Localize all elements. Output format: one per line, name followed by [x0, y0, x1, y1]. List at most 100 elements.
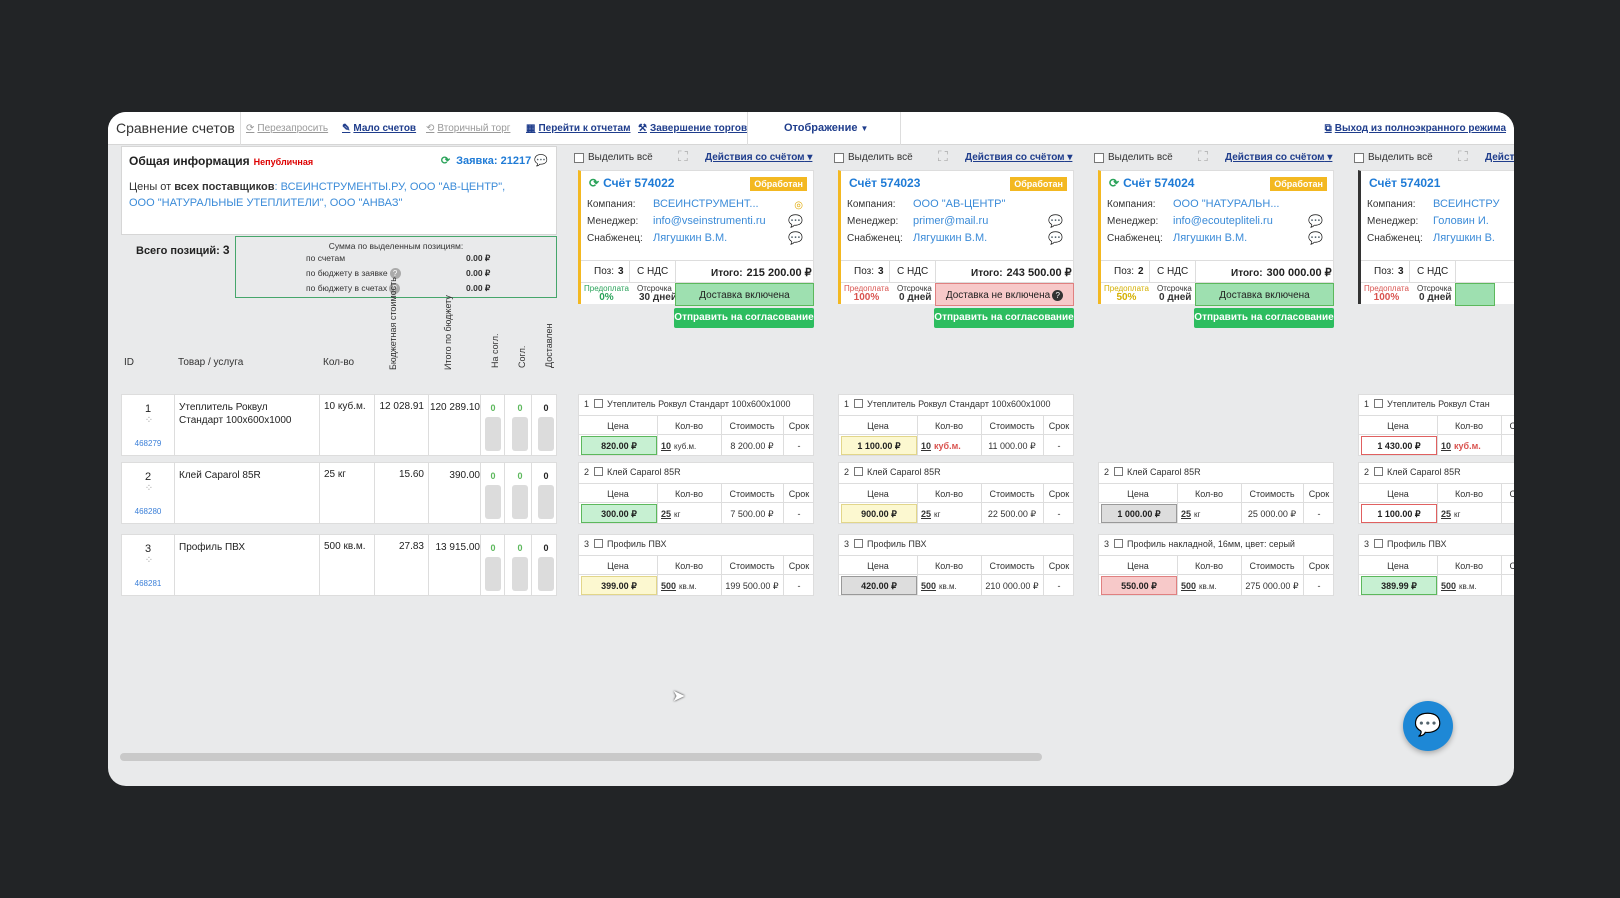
col-header-qty[interactable]: Кол-во	[323, 357, 355, 368]
position-number-link[interactable]: 468280	[134, 507, 162, 516]
offer-item-checkbox[interactable]	[1114, 467, 1124, 476]
send-for-approval-button[interactable]: Отправить на согласование	[934, 308, 1074, 328]
offer-price[interactable]: 300.00 ₽	[581, 504, 657, 523]
refresh-icon[interactable]: ⟳	[440, 155, 451, 167]
offer-price[interactable]: 1 100.00 ₽	[1361, 504, 1437, 523]
invoice-actions-dropdown[interactable]: Действия со счётом ▾	[1225, 152, 1332, 163]
select-all-label[interactable]: Выделить всё	[588, 152, 653, 163]
offer-qty[interactable]: 10 куб.м.	[1441, 441, 1481, 451]
comment-icon[interactable]: 💬	[788, 214, 803, 228]
comment-icon[interactable]: 💬	[1048, 214, 1063, 228]
company-value[interactable]: ООО "НАТУРАЛЬН...	[1173, 198, 1280, 210]
company-value[interactable]: ВСЕИНСТРУМЕНТ...	[653, 198, 759, 210]
invoice-actions-label[interactable]: Действия со счётом	[1225, 152, 1325, 163]
col-header-approved[interactable]: Согл.	[517, 345, 527, 368]
offer-price[interactable]: 550.00 ₽	[1101, 576, 1177, 595]
offer-item-checkbox[interactable]	[594, 399, 604, 408]
manager-value[interactable]: Головин И.	[1433, 215, 1489, 227]
supplier-value[interactable]: Лягушкин В.М.	[913, 232, 988, 244]
position-number-link[interactable]: 468281	[134, 579, 162, 588]
col-header-total-budget[interactable]: Итого по бюджету	[443, 295, 453, 370]
offer-qty-value[interactable]: 25	[921, 509, 932, 519]
invoice-actions-dropdown[interactable]: Действия со счётом ▾	[1485, 152, 1514, 163]
invoice-number[interactable]: ⟳ Счёт 574022	[589, 176, 674, 190]
offer-item-checkbox[interactable]	[1374, 539, 1384, 548]
offer-price[interactable]: 420.00 ₽	[841, 576, 917, 595]
invoice-actions-label[interactable]: Действия со счётом	[1485, 152, 1514, 163]
invoice-number-text[interactable]: Счёт 574022	[603, 176, 675, 190]
company-value[interactable]: ООО "АВ-ЦЕНТР"	[913, 198, 1006, 210]
help-icon[interactable]: ?	[389, 283, 401, 295]
offer-qty-value[interactable]: 500	[1441, 581, 1457, 591]
select-all-checkbox[interactable]	[1094, 153, 1104, 163]
comment-icon[interactable]: 💬	[1308, 214, 1323, 228]
invoice-number-text[interactable]: Счёт 574021	[1369, 176, 1441, 190]
offer-item-checkbox[interactable]	[854, 539, 864, 548]
invoice-number[interactable]: Счёт 574023	[849, 176, 920, 190]
offer-qty-value[interactable]: 25	[1181, 509, 1192, 519]
invoice-actions-label[interactable]: Действия со счётом	[705, 152, 805, 163]
help-icon[interactable]: ?	[1052, 289, 1064, 301]
col-header-item[interactable]: Товар / услуга	[178, 357, 244, 368]
offer-qty[interactable]: 10 куб.м.	[921, 441, 961, 451]
requery-button[interactable]: ⟳ Перезапросить	[246, 112, 328, 145]
few-invoices-button[interactable]: ✎ Мало счетов	[342, 112, 416, 145]
offer-qty[interactable]: 10 куб.м.	[661, 441, 696, 451]
offer-qty[interactable]: 500 кв.м.	[1181, 581, 1217, 591]
secondary-bargain-button[interactable]: ⟲ Вторичный торг	[426, 112, 510, 145]
col-header-on-approval[interactable]: На согл.	[490, 333, 500, 368]
horizontal-scrollbar[interactable]	[120, 753, 1042, 761]
supplier-value[interactable]: Лягушкин В.М.	[1173, 232, 1248, 244]
offer-qty[interactable]: 25 кг	[921, 509, 940, 519]
col-header-delivered[interactable]: Доставлен	[544, 323, 554, 368]
offer-item-checkbox[interactable]	[594, 467, 604, 476]
offer-item-checkbox[interactable]	[1374, 399, 1384, 408]
offer-qty-value[interactable]: 500	[661, 581, 677, 591]
supplier-value[interactable]: Лягушкин В.М.	[653, 232, 728, 244]
expand-icon[interactable]: ⛶	[1458, 148, 1468, 164]
table-row[interactable]: 1 ⁘ 468279 Утеплитель Роквул Стандарт 100x6…	[121, 394, 557, 456]
offer-price[interactable]: 900.00 ₽	[841, 504, 917, 523]
offer-item-checkbox[interactable]	[1374, 467, 1384, 476]
offer-item-checkbox[interactable]	[854, 467, 864, 476]
comment-icon[interactable]: 💬	[534, 155, 548, 167]
invoice-actions-dropdown[interactable]: Действия со счётом ▾	[705, 152, 812, 163]
offer-item-checkbox[interactable]	[594, 539, 604, 548]
offer-qty-value[interactable]: 10	[1441, 441, 1452, 451]
offer-qty[interactable]: 500 кв.м.	[921, 581, 957, 591]
offer-qty-value[interactable]: 10	[921, 441, 932, 451]
refresh-icon[interactable]: ⟳	[589, 176, 600, 190]
manager-value[interactable]: info@ecouteplitelі.ru	[1173, 215, 1273, 227]
send-for-approval-button[interactable]: Отправить на согласование	[1194, 308, 1334, 328]
prices-suppliers-link[interactable]: : ВСЕИНСТРУМЕНТЫ.РУ, ООО "АВ-ЦЕНТР", ООО…	[129, 181, 506, 209]
select-all-checkbox[interactable]	[834, 153, 844, 163]
expand-icon[interactable]: ⛶	[938, 148, 948, 164]
offer-qty-value[interactable]: 500	[921, 581, 937, 591]
warning-icon[interactable]: ◎	[794, 200, 803, 211]
offer-qty-value[interactable]: 25	[1441, 509, 1452, 519]
company-value[interactable]: ВСЕИНСТРУ	[1433, 198, 1500, 210]
manager-value[interactable]: info@vseinstrumenti.ru	[653, 215, 766, 227]
send-for-approval-button[interactable]: Отправить на согласование	[674, 308, 814, 328]
offer-price[interactable]: 820.00 ₽	[581, 436, 657, 455]
invoice-actions-label[interactable]: Действия со счётом	[965, 152, 1065, 163]
exit-fullscreen-button[interactable]: ⧉ Выход из полноэкранного режима	[1325, 112, 1506, 145]
comment-icon[interactable]: 💬	[1048, 231, 1063, 245]
manager-value[interactable]: primer@mail.ru	[913, 215, 989, 227]
table-row[interactable]: 3 ⁘ 468281 Профиль ПВХ 500 кв.м. 27.83 13 915.…	[121, 534, 557, 596]
request-number[interactable]: Заявка: 21217	[456, 155, 532, 167]
request-link[interactable]: ⟳ Заявка: 21217 💬	[441, 154, 548, 167]
reports-link[interactable]: ▦ Перейти к отчетам	[526, 112, 630, 145]
position-number-link[interactable]: 468279	[134, 439, 162, 448]
table-row[interactable]: 2 ⁘ 468280 Клей Caparol 85R 25 кг 15.60 390.00…	[121, 462, 557, 524]
offer-qty-value[interactable]: 500	[1181, 581, 1197, 591]
offer-price[interactable]: 389.99 ₽	[1361, 576, 1437, 595]
chat-button[interactable]: 💬	[1403, 701, 1453, 751]
display-dropdown[interactable]: Отображение ▼	[784, 112, 868, 145]
select-all-label[interactable]: Выделить всё	[848, 152, 913, 163]
supplier-value[interactable]: Лягушкин В.	[1433, 232, 1495, 244]
comment-icon[interactable]: 💬	[1308, 231, 1323, 245]
select-all-checkbox[interactable]	[1354, 153, 1364, 163]
select-all-label[interactable]: Выделить всё	[1368, 152, 1433, 163]
offer-qty[interactable]: 500 кв.м.	[661, 581, 697, 591]
